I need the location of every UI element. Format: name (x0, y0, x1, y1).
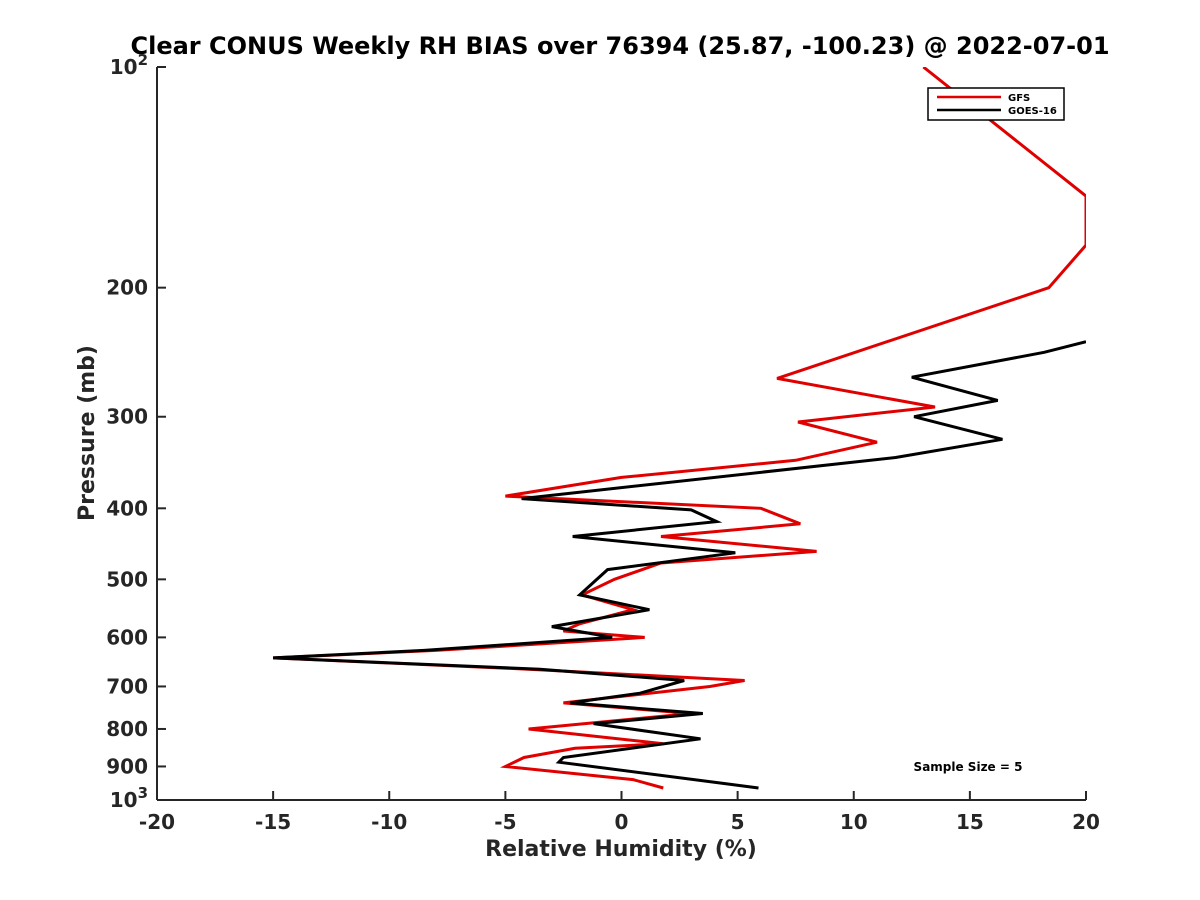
legend: GFS GOES-16 (927, 87, 1065, 121)
legend-label-gfs: GFS (1008, 93, 1030, 104)
y-tick-label: 800 (106, 717, 148, 741)
x-tick-label: -15 (255, 810, 291, 834)
y-tick-label: 103 (110, 784, 148, 812)
sample-size-annotation: Sample Size = 5 (914, 760, 1023, 774)
x-tick-label: 10 (840, 810, 868, 834)
y-tick-label: 300 (106, 405, 148, 429)
x-tick-label: 15 (956, 810, 984, 834)
y-ticks: 102 200 300 400 500 600 700 800 900 103 (106, 51, 166, 812)
y-tick-label: 400 (106, 496, 148, 520)
x-tick-label: 5 (731, 810, 745, 834)
y-tick-label: 200 (106, 276, 148, 300)
series-layer (273, 67, 1086, 790)
y-axis-label: Pressure (mb) (75, 345, 100, 521)
y-tick-label: 102 (110, 51, 148, 79)
series-line-goes16 (273, 340, 1086, 790)
chart-title: Clear CONUS Weekly RH BIAS over 76394 (2… (130, 32, 1109, 60)
x-tick-label: 0 (615, 810, 629, 834)
y-tick-label: 700 (106, 674, 148, 698)
x-tick-label: -5 (494, 810, 516, 834)
y-tick-label: 500 (106, 567, 148, 591)
x-tick-label: -20 (139, 810, 175, 834)
y-tick-label: 600 (106, 625, 148, 649)
x-tick-label: 20 (1072, 810, 1100, 834)
x-axis-label: Relative Humidity (%) (485, 837, 757, 862)
x-tick-label: -10 (371, 810, 407, 834)
legend-box (927, 87, 1065, 121)
y-tick-label: 900 (106, 754, 148, 778)
x-ticks: -20 -15 -10 -5 0 5 10 15 20 (139, 791, 1100, 834)
legend-label-goes16: GOES-16 (1008, 106, 1057, 117)
